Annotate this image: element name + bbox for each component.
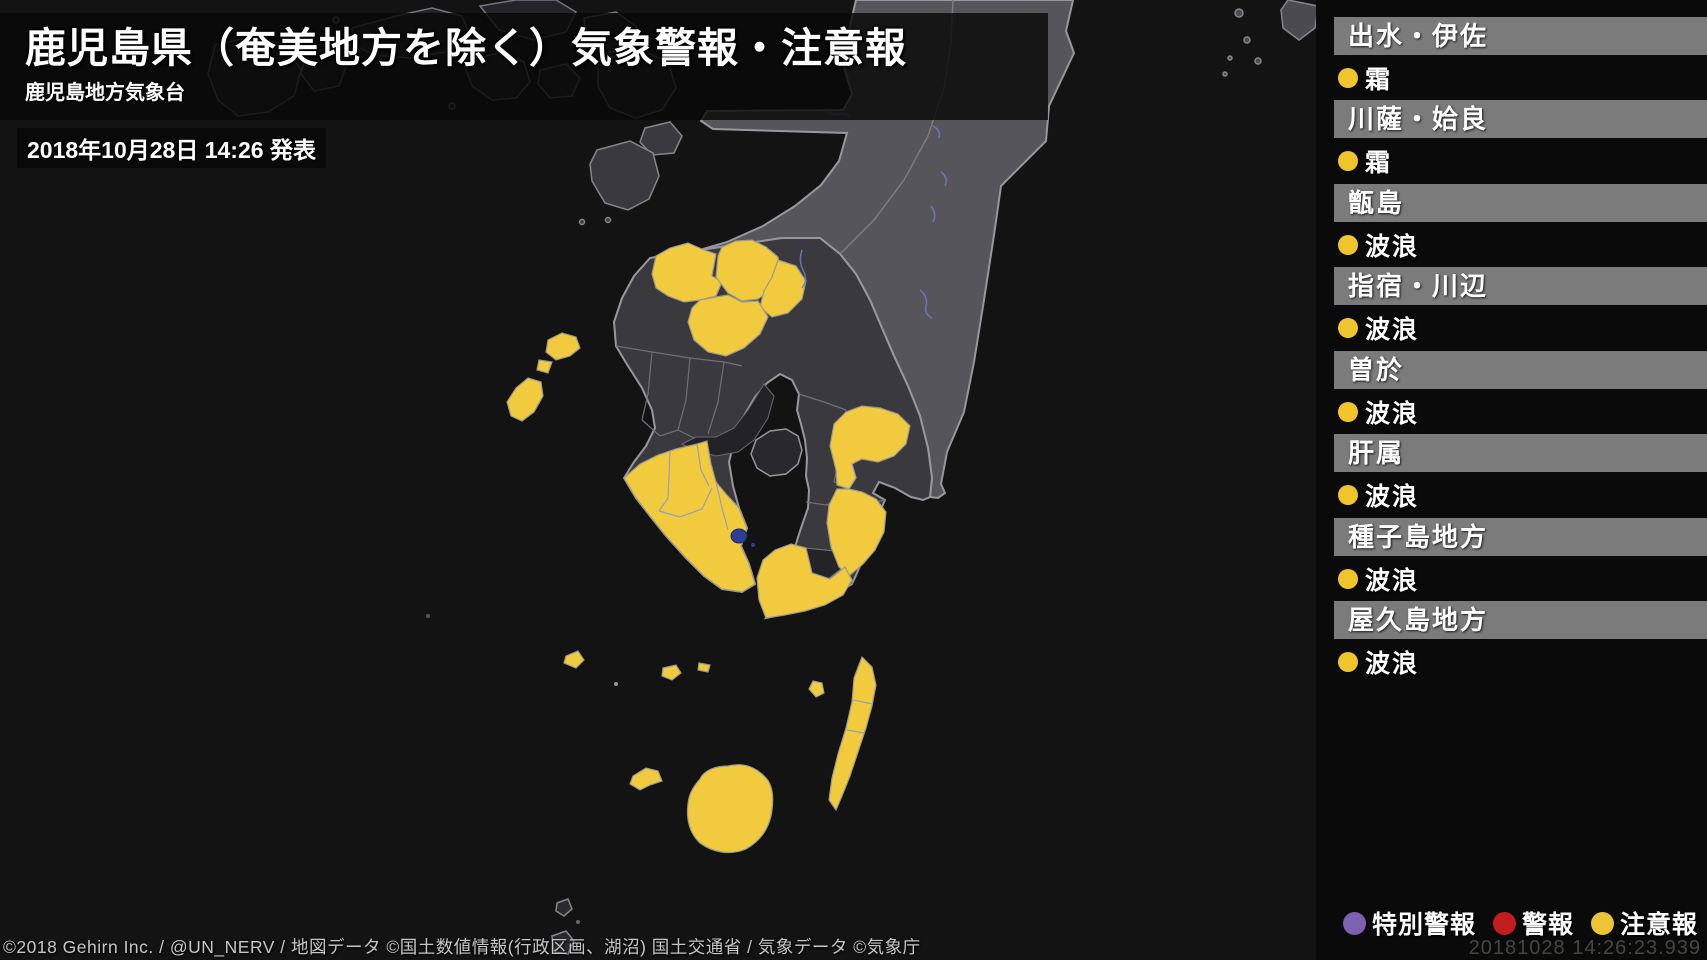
title-box: 鹿児島県（奄美地方を除く）気象警報・注意報 鹿児島地方気象台: [0, 13, 1048, 120]
warned-area-koshikijima: [545, 332, 581, 361]
warned-area-satsuma-cho: [687, 294, 769, 357]
legend: 特別警報 警報 注意報: [1342, 905, 1698, 941]
warned-area-yusui: [759, 259, 807, 318]
warning-label: 霜: [1365, 149, 1393, 177]
legend-item-warning: 警報: [1492, 905, 1574, 941]
region-warnings: 波浪: [1334, 389, 1707, 435]
region-row: 種子島地方 波浪: [1316, 518, 1707, 602]
warned-area-yakushima: [686, 764, 774, 854]
advisory-internal-borders: [658, 443, 874, 734]
advisory-dot-icon: [1338, 151, 1358, 171]
warning-label: 波浪: [1365, 567, 1420, 595]
warning-label: 波浪: [1365, 316, 1420, 344]
warned-area-osumi-tip: [756, 543, 853, 619]
warned-area-takeshima: [563, 650, 585, 669]
advisory-dot-icon: [1338, 485, 1358, 505]
render-timestamp: 20181028 14:26:23.939: [1468, 937, 1701, 959]
region-row: 肝属 波浪: [1316, 434, 1707, 518]
region-warnings: 霜: [1334, 55, 1707, 101]
legend-label: 警報: [1521, 911, 1574, 939]
region-row: 曽於 波浪: [1316, 351, 1707, 435]
legend-label: 特別警報: [1371, 911, 1476, 939]
legend-item-emergency: 特別警報: [1342, 905, 1476, 941]
region-row: 屋久島地方 波浪: [1316, 601, 1707, 685]
warned-area-tanegashima: [828, 655, 877, 812]
warned-area-islet: [697, 662, 711, 673]
copyright-credit: ©2018 Gehirn Inc. / @UN_NERV / 地図データ ©国土…: [3, 937, 921, 957]
region-warnings: 波浪: [1334, 639, 1707, 685]
region-row: 指宿・川辺 波浪: [1316, 267, 1707, 351]
advisory-dot-icon: [1338, 402, 1358, 422]
region-name: 川薩・姶良: [1334, 100, 1707, 138]
warned-area-mageshima: [808, 680, 825, 698]
region-name: 出水・伊佐: [1334, 17, 1707, 55]
region-row: 出水・伊佐 霜: [1316, 17, 1707, 101]
region-warnings: 霜: [1334, 138, 1707, 184]
region-name: 肝属: [1334, 434, 1707, 472]
region-warnings: 波浪: [1334, 472, 1707, 518]
page-subtitle: 鹿児島地方気象台: [25, 82, 185, 104]
advisory-dot-icon: [1338, 569, 1358, 589]
advisory-dot-icon: [1338, 235, 1358, 255]
legend-label: 注意報: [1619, 911, 1698, 939]
nagashima-islands: [578, 121, 683, 226]
region-name: 種子島地方: [1334, 518, 1707, 556]
region-row: 甑島 波浪: [1316, 184, 1707, 268]
lake-ikeda: [730, 528, 755, 547]
region-warnings: 波浪: [1334, 222, 1707, 268]
region-warnings: 波浪: [1334, 556, 1707, 602]
warned-area-kuchinoerabu: [629, 767, 663, 791]
warned-area-koshikijima: [536, 359, 553, 374]
warned-area-kimotsuki: [826, 488, 887, 577]
emergency-warning-dot-icon: [1342, 911, 1366, 935]
advisory-dot-icon: [1590, 911, 1614, 935]
region-name: 屋久島地方: [1334, 601, 1707, 639]
warning-label: 波浪: [1365, 233, 1420, 261]
warning-label: 霜: [1365, 66, 1393, 94]
issued-timestamp: 2018年10月28日 14:26 発表: [17, 128, 326, 168]
region-warnings: 波浪: [1334, 305, 1707, 351]
region-row: 川薩・姶良 霜: [1316, 100, 1707, 184]
warning-label: 波浪: [1365, 650, 1420, 678]
warned-area-koshikijima: [506, 377, 544, 422]
advisory-dot-icon: [1338, 652, 1358, 672]
advisory-areas: [506, 239, 911, 854]
page-title: 鹿児島県（奄美地方を除く）気象警報・注意報: [25, 25, 907, 71]
sakurajima-island: [750, 428, 803, 477]
region-name: 曽於: [1334, 351, 1707, 389]
warning-label: 波浪: [1365, 483, 1420, 511]
region-name: 指宿・川辺: [1334, 267, 1707, 305]
advisory-dot-icon: [1338, 68, 1358, 88]
southern-islets: [426, 614, 618, 955]
advisory-dot-icon: [1338, 318, 1358, 338]
warned-area-ioujima: [661, 664, 682, 681]
warning-label: 波浪: [1365, 400, 1420, 428]
warning-dot-icon: [1492, 911, 1516, 935]
warning-list-panel: 出水・伊佐 霜 川薩・姶良 霜 甑島 波浪 指宿・川辺 波浪 曽於 波浪: [1316, 0, 1707, 960]
legend-item-advisory: 注意報: [1590, 905, 1698, 941]
region-name: 甑島: [1334, 184, 1707, 222]
warned-area-soo: [829, 405, 911, 490]
